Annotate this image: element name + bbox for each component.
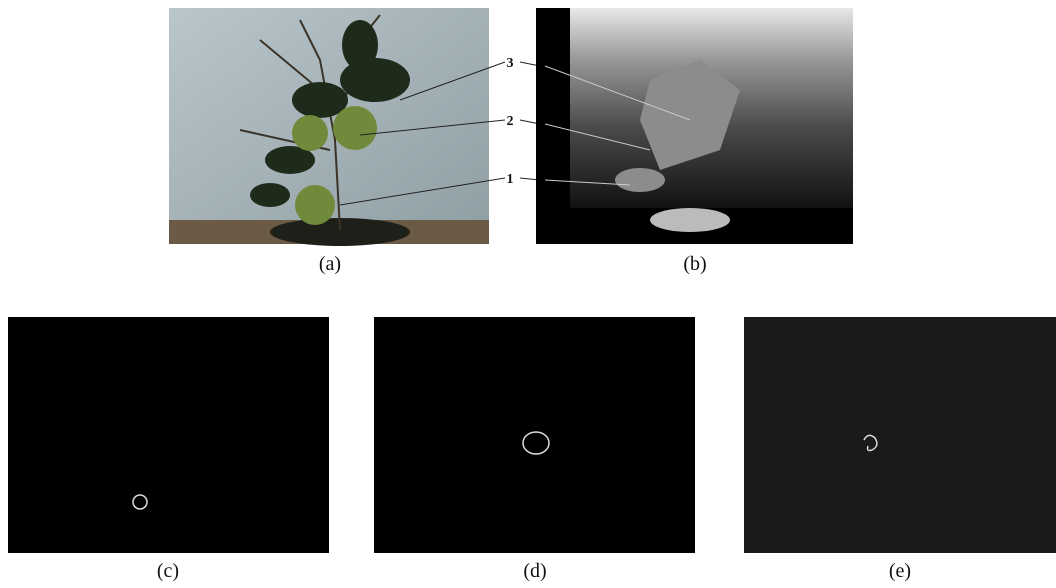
- figure: (a) 3 2 1 (b) (c) (d) (e): [0, 0, 1056, 583]
- panel-label: (c): [157, 560, 179, 582]
- callout-label: 2: [507, 114, 514, 129]
- panel-label: (e): [889, 560, 911, 582]
- contour-panel: [744, 317, 1056, 553]
- contour-panel: [8, 317, 329, 553]
- photo-panel: [169, 8, 505, 246]
- callout-label: 1: [507, 172, 514, 187]
- contour-panel: [374, 317, 695, 553]
- panel-label: (b): [683, 253, 706, 275]
- panel-label: (a): [319, 253, 341, 275]
- panel-label: (d): [523, 560, 546, 582]
- callout-label: 3: [507, 56, 514, 71]
- depth-panel: [536, 8, 853, 244]
